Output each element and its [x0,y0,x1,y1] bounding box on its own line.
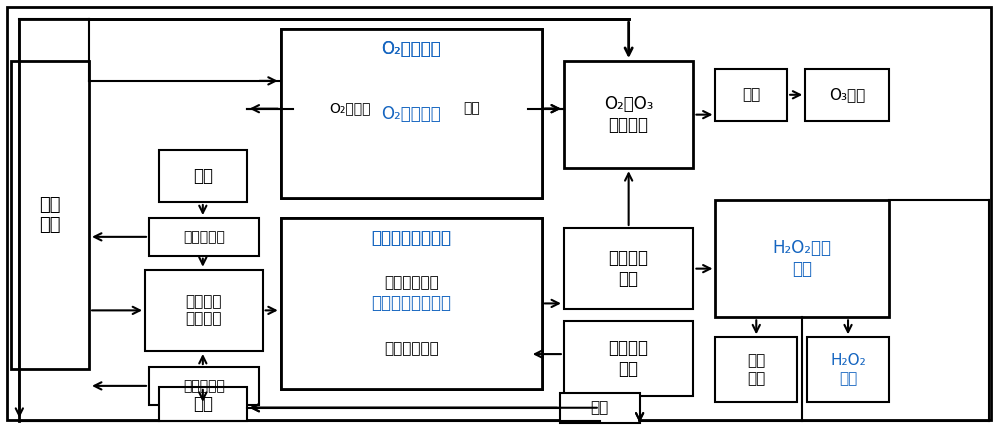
Text: 流量传感器: 流量传感器 [183,230,225,244]
Text: H₂O₂分离
单元: H₂O₂分离 单元 [773,239,832,278]
Text: O₂储存器: O₂储存器 [330,102,371,116]
Bar [560,393,640,423]
Text: 气泵: 气泵 [742,87,760,102]
Bar [564,228,693,309]
Bar [564,61,693,168]
Text: O₂、O₃
分离单元: O₂、O₃ 分离单元 [604,95,653,134]
Text: 气源: 气源 [193,167,213,185]
Text: O₂循环单元: O₂循环单元 [381,105,441,123]
Text: 液泵: 液泵 [591,400,609,415]
Text: O₂循环单元: O₂循环单元 [381,40,441,58]
Text: 气液混合发生单元: 气液混合发生单元 [371,229,451,247]
Text: 气液混合发生单元: 气液混合发生单元 [371,294,451,312]
Bar [281,218,542,389]
Text: 溶液
储存: 溶液 储存 [747,353,765,386]
Text: 气液入口
控制单元: 气液入口 控制单元 [186,294,222,326]
Text: H₂O₂
储存: H₂O₂ 储存 [830,353,866,386]
Bar [281,218,542,389]
Bar [11,61,89,369]
Text: 气液雾化单元: 气液雾化单元 [384,275,439,290]
Bar [159,151,247,202]
Bar [293,321,530,376]
Bar [416,79,528,139]
Text: 流量传感器: 流量传感器 [183,379,225,393]
Bar [293,79,408,139]
Text: 气泵: 气泵 [464,102,480,116]
Text: 气液分离
单元: 气液分离 单元 [609,249,649,288]
Bar [281,29,542,198]
Bar [159,387,247,421]
Bar [145,270,263,351]
Bar [281,29,542,198]
Text: O₂循环单元: O₂循环单元 [381,40,441,58]
Bar [149,218,259,256]
Text: O₃储存: O₃储存 [829,87,865,102]
Bar [807,337,889,402]
Text: 液源: 液源 [193,395,213,413]
Text: 控制
单元: 控制 单元 [40,196,61,234]
Bar [564,321,693,396]
Bar [293,258,530,308]
Text: 气液混合发生单元: 气液混合发生单元 [371,229,451,247]
Bar [715,69,787,121]
Text: 高压激励
单元: 高压激励 单元 [609,339,649,378]
Bar [149,367,259,405]
Bar [715,200,889,317]
Bar [715,337,797,402]
Text: 电晕放电单元: 电晕放电单元 [384,341,439,356]
Bar [805,69,889,121]
